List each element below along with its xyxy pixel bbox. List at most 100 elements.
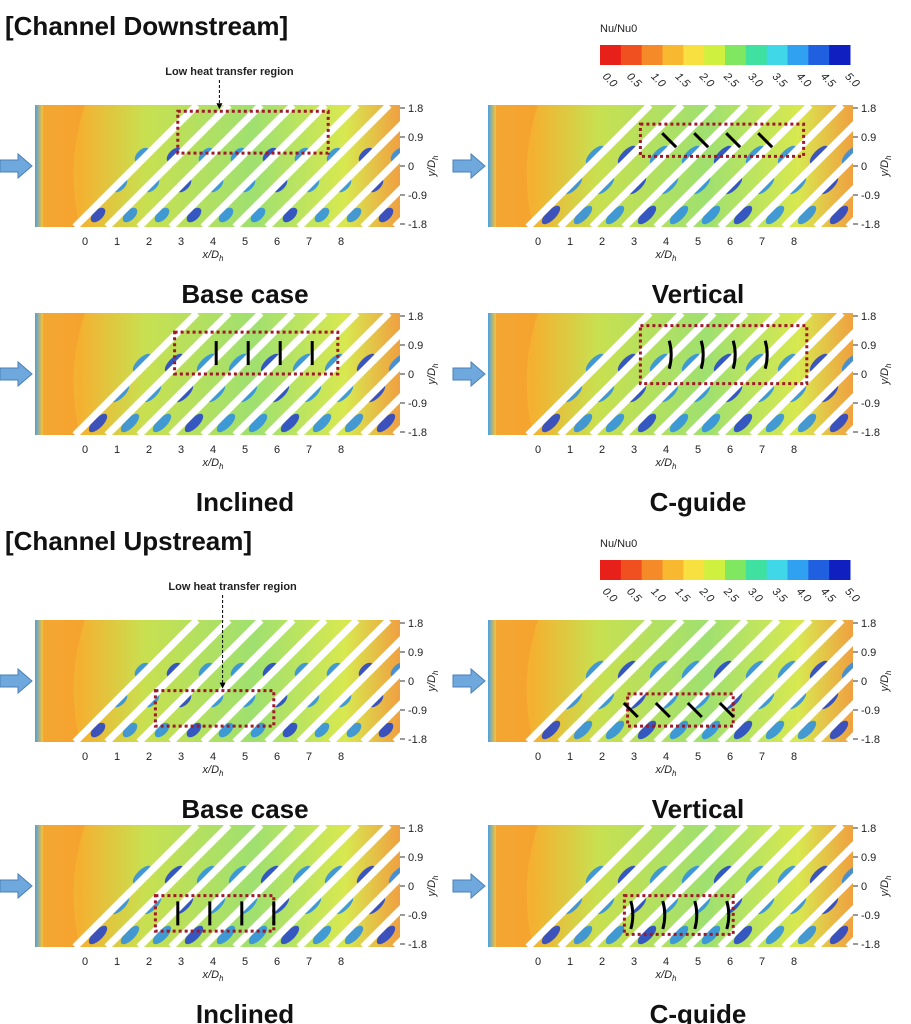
colorbar-tick-label: 0.0 [600,71,620,91]
colorbar-swatch [829,560,851,580]
inlet-arrow [0,152,33,180]
rib [813,393,853,435]
rib [525,620,653,742]
high-nu-patch [132,865,152,885]
x-tick-label: 4 [663,751,669,763]
colorbar-swatch [683,560,705,580]
high-nu-patch [637,205,657,225]
high-nu-patch [152,925,172,945]
y-tick-label: 1.8 [861,311,876,323]
x-axis-label: x/Dh [655,764,678,778]
colorbar-swatch [808,45,830,65]
high-nu-patch [292,353,312,373]
x-tick-label: 6 [274,956,280,968]
contour-field [488,105,853,227]
y-axis-label: y/Dh [879,670,893,693]
y-tick-label: -0.9 [861,705,880,717]
y-axis-label-sub: h [884,670,893,675]
y-tick-label: 0.9 [861,647,876,659]
rib [813,185,853,227]
high-nu-patch [390,147,400,163]
colorbar-swatch [704,45,726,65]
high-nu-patch [88,925,108,945]
x-axis-label-sub: h [219,462,224,471]
high-nu-patch [829,413,849,433]
high-nu-patch [573,925,593,945]
x-tick-label: 5 [695,751,701,763]
rib [589,105,717,227]
colorbar-tick-label: 5.0 [842,586,862,606]
rib [360,700,400,742]
high-nu-patch [637,720,657,740]
colorbar-swatch [620,45,643,65]
y-tick-label: 0.9 [408,647,423,659]
high-nu-patch [841,865,853,885]
x-axis-label-main: x/D [655,969,673,981]
inlet-warm-zone [43,825,85,947]
rib [685,105,813,227]
y-tick-label: -0.9 [408,398,427,410]
y-tick-label: -1.8 [861,427,880,439]
x-tick-label: 8 [338,751,344,763]
rib [685,313,813,435]
rib [168,105,296,227]
colorbar-tick-label: 1.0 [648,586,668,606]
rib [328,668,400,742]
x-tick-label: 8 [338,444,344,456]
x-axis-label-sub: h [219,974,224,983]
colorbar-swatch [641,45,663,65]
rib [621,620,749,742]
panel-caption: C-guide [650,999,747,1024]
rib [72,825,200,947]
rib [589,620,717,742]
high-nu-patch [617,145,637,165]
high-nu-patch [841,353,853,373]
x-tick-label: 7 [306,236,312,248]
high-nu-patch [216,413,236,433]
y-tick-label: -0.9 [408,190,427,202]
rib [200,825,328,947]
inlet-warm-zone [43,620,85,742]
y-tick-label: 1.8 [408,618,423,630]
inlet-warm-zone [43,313,85,435]
x-tick-label: 4 [663,444,669,456]
inlet-warm-zone [496,105,538,227]
high-nu-patch [809,660,829,680]
high-nu-patch [585,353,605,373]
high-nu-patch [294,147,310,163]
high-nu-patch [541,720,561,740]
rib [717,620,845,742]
x-axis-label: x/Dh [655,969,678,983]
x-tick-label: 8 [791,751,797,763]
high-nu-patch [903,658,911,682]
x-tick-label: 2 [146,236,152,248]
x-tick-label: 7 [306,956,312,968]
rib [749,841,853,947]
y-axis-label: y/Dh [879,155,893,178]
high-nu-patch [733,720,753,740]
rib [557,825,685,947]
high-nu-patch [216,925,236,945]
x-tick-label: 4 [210,444,216,456]
rib [200,620,328,742]
x-tick-label: 4 [210,236,216,248]
guide-vane [622,701,639,719]
x-axis-label: x/Dh [655,457,678,471]
y-axis-label-main: y/D [426,675,438,693]
colorbar-swatch [600,45,622,65]
high-nu-patch [184,413,204,433]
colorbar-tick-label: 3.5 [770,71,790,91]
annotation: Low heat transfer region [165,66,294,78]
high-nu-patch [378,722,394,738]
annotation: Low heat transfer region [168,581,297,593]
x-axis-label: x/Dh [202,249,225,263]
high-nu-patch [605,925,625,945]
panel-caption: C-guide [650,487,747,517]
x-axis-label-sub: h [219,769,224,778]
high-nu-patch [134,147,150,163]
rib [749,636,853,742]
guide-vane [661,132,678,149]
rib [296,636,400,742]
high-nu-patch [324,353,344,373]
y-axis-label-sub: h [884,875,893,880]
